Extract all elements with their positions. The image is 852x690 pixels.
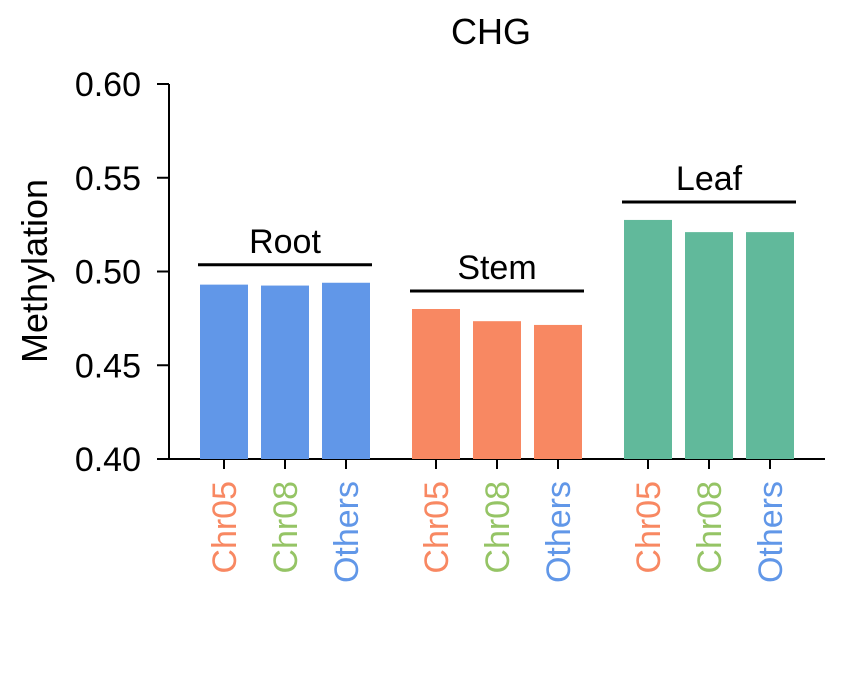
bar <box>534 324 582 459</box>
bar <box>746 232 794 459</box>
bar <box>624 219 672 459</box>
x-tick-label: Chr05 <box>630 481 668 574</box>
x-tick-label: Chr08 <box>691 481 729 574</box>
y-tick-label: 0.60 <box>75 66 141 104</box>
bar <box>412 309 460 459</box>
bar <box>261 285 309 459</box>
x-tick-label: Chr05 <box>206 481 244 574</box>
y-tick-label: 0.45 <box>75 347 141 385</box>
y-tick-label: 0.50 <box>75 254 141 292</box>
y-axis-label: Methylation <box>14 179 55 363</box>
x-tick-label: Others <box>540 481 578 583</box>
x-tick-label: Others <box>752 481 790 583</box>
y-tick-label: 0.55 <box>75 160 141 198</box>
group-label: Stem <box>457 249 536 287</box>
x-tick-label: Chr05 <box>418 481 456 574</box>
x-tick-label: Chr08 <box>267 481 305 574</box>
bar <box>200 284 248 459</box>
group-label: Leaf <box>676 160 743 198</box>
x-tick-label: Others <box>328 481 366 583</box>
chart-title: CHG <box>451 11 531 52</box>
x-tick-label: Chr08 <box>479 481 517 574</box>
bar <box>685 232 733 459</box>
group-label: Root <box>249 223 321 261</box>
bar <box>322 282 370 459</box>
bar <box>473 321 521 459</box>
y-tick-label: 0.40 <box>75 441 141 479</box>
